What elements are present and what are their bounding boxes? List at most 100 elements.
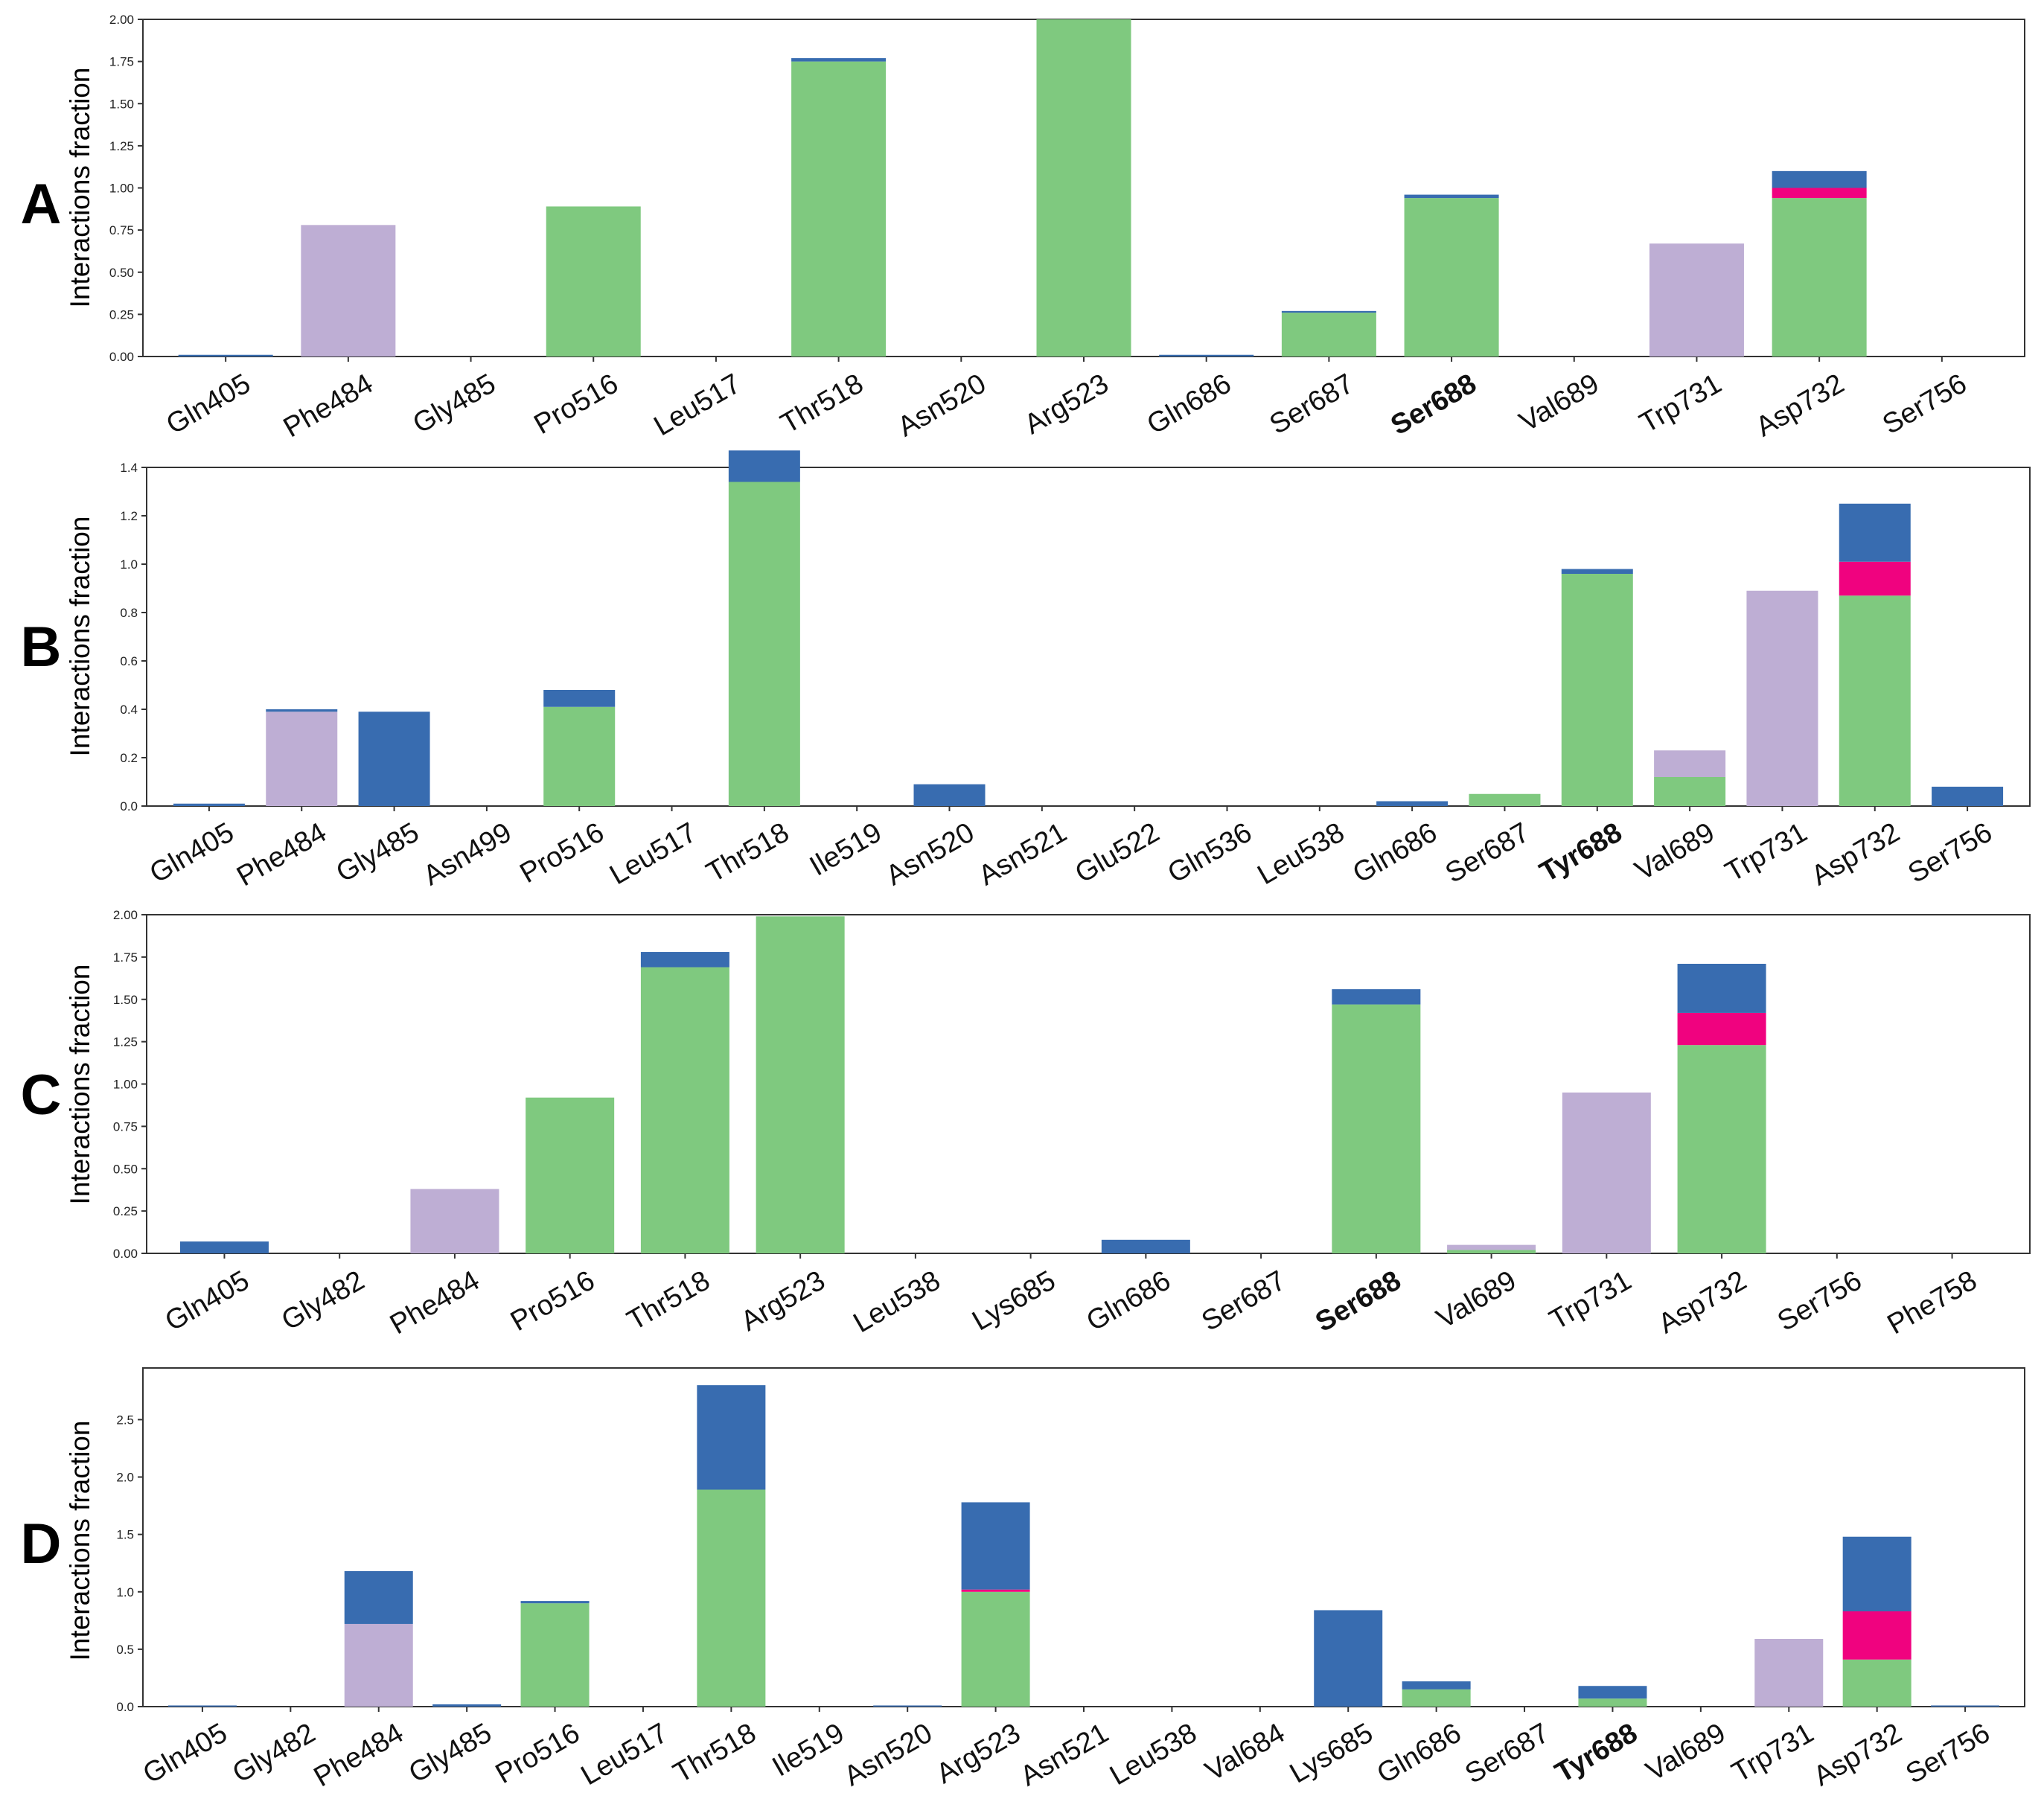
- bar-segment-water-bridges: [1839, 503, 1911, 562]
- bar-segment-ionic: [1842, 1611, 1912, 1660]
- y-tick-label: 0.50: [109, 266, 134, 280]
- bar-segment-water-bridges: [1578, 1686, 1647, 1699]
- panel-label: B: [21, 616, 62, 679]
- x-tick-label: Gly482: [276, 1265, 369, 1337]
- y-tick-label: 0.75: [113, 1119, 138, 1134]
- x-tick-label: Ser688: [1310, 1265, 1406, 1338]
- x-tick-label: Trp731: [1720, 816, 1813, 888]
- x-tick-label: Arg523: [931, 1717, 1026, 1790]
- x-tick-label: Gln405: [162, 368, 256, 441]
- bar-segment-ionic: [1839, 561, 1911, 596]
- bar-segment-water-bridges: [961, 1502, 1030, 1590]
- y-tick-label: 0.25: [113, 1204, 138, 1218]
- bar-segment-water-bridges: [728, 450, 800, 482]
- bar-segment-water-bridges: [543, 690, 616, 707]
- x-tick-label: Asp732: [1653, 1265, 1752, 1340]
- x-tick-label: Thr518: [776, 368, 869, 440]
- x-tick-label: Leu517: [649, 368, 747, 442]
- x-tick-label: Lys685: [967, 1265, 1061, 1337]
- bar-segment-h-bonds: [1447, 1250, 1536, 1253]
- x-tick-label: Glu522: [1070, 816, 1165, 889]
- x-tick-label: Val689: [1630, 816, 1720, 886]
- y-tick-label: 1.75: [113, 950, 138, 965]
- x-tick-label: Thr518: [701, 816, 794, 889]
- bar-segment-water-bridges: [1842, 1536, 1912, 1611]
- y-tick-label: 1.50: [113, 993, 138, 1007]
- x-tick-label: Gly485: [403, 1717, 496, 1789]
- plot-area: 0.00 0.25 0.50 0.75 1.00 1.25 1.50 1.75 2.00 Gln4…: [109, 13, 2025, 444]
- bar-segment-h-bonds: [546, 206, 641, 357]
- y-tick-label: 0.6: [120, 654, 138, 668]
- bar-segment-water-bridges: [266, 709, 338, 712]
- axes-frame: [142, 1367, 2025, 1707]
- y-tick-label: 0.00: [113, 1247, 138, 1261]
- bar-segment-h-bonds: [640, 967, 729, 1253]
- bar-segment-water-bridges: [520, 1601, 590, 1604]
- bar-segment-hydrophobic: [1754, 1639, 1824, 1707]
- y-tick-label: 1.25: [109, 139, 134, 153]
- bar-segment-water-bridges: [1402, 1681, 1471, 1689]
- y-tick-label: 1.25: [113, 1035, 138, 1049]
- bar-segment-h-bonds: [756, 916, 845, 1253]
- bar-segment-h-bonds: [1404, 198, 1499, 357]
- bar-segment-water-bridges: [173, 803, 245, 806]
- bar-segment-hydrophobic: [1447, 1244, 1536, 1250]
- x-tick-label: Ser687: [1196, 1265, 1291, 1337]
- plot-area: 0.00 0.25 0.50 0.75 1.00 1.25 1.50 1.75 2.00 Gln4…: [113, 908, 2031, 1340]
- x-tick-label: Gln405: [160, 1265, 255, 1337]
- bar-segment-water-bridges: [1561, 569, 1633, 574]
- x-tick-label: Pro516: [505, 1265, 600, 1337]
- y-axis-label: Interactions fraction: [65, 517, 95, 757]
- bar-segment-hydrophobic: [344, 1623, 413, 1707]
- y-tick-label: 0.50: [113, 1162, 138, 1176]
- y-tick-label: 2.00: [109, 13, 134, 27]
- x-tick-label: Ile519: [767, 1717, 850, 1783]
- bar-segment-water-bridges: [167, 1705, 237, 1707]
- x-tick-label: Val684: [1200, 1717, 1290, 1787]
- y-tick-label: 1.2: [120, 509, 138, 523]
- x-tick-label: Ile519: [805, 816, 887, 882]
- bar-segment-water-bridges: [178, 354, 273, 357]
- bar-segment-h-bonds: [520, 1603, 590, 1707]
- x-tick-label: Val689: [1514, 368, 1604, 438]
- bar-segment-h-bonds: [1036, 19, 1131, 357]
- bar-segment-water-bridges: [1281, 310, 1376, 313]
- x-tick-label: Leu517: [576, 1717, 674, 1791]
- x-tick-label: Arg523: [736, 1265, 831, 1337]
- x-tick-label: Asn499: [418, 816, 517, 892]
- x-tick-label: Ser756: [1772, 1265, 1867, 1337]
- x-tick-label: Pro516: [491, 1717, 585, 1790]
- x-tick-label: Asn520: [881, 816, 980, 892]
- x-tick-label: Val689: [1431, 1265, 1521, 1334]
- y-tick-label: 1.50: [109, 97, 134, 111]
- bar-segment-h-bonds: [1469, 793, 1541, 806]
- bar-segment-hydrophobic: [1649, 243, 1744, 357]
- x-tick-label: Pro516: [529, 368, 624, 441]
- bar-segment-hydrophobic: [266, 712, 338, 806]
- bar-segment-water-bridges: [1931, 1705, 2000, 1707]
- x-tick-label: Gln405: [144, 816, 239, 889]
- x-tick-label: Phe484: [309, 1717, 409, 1793]
- x-tick-label: Ser687: [1265, 368, 1359, 441]
- y-tick-label: 0.25: [109, 307, 134, 322]
- bar-segment-h-bonds: [543, 706, 616, 806]
- x-tick-label: Pro516: [515, 816, 610, 889]
- y-tick-label: 0.75: [109, 223, 134, 237]
- bar-segment-hydrophobic: [1562, 1092, 1651, 1253]
- bar-segment-hydrophobic: [1654, 750, 1726, 777]
- x-tick-label: Ser688: [1386, 368, 1482, 441]
- x-tick-label: Leu538: [1105, 1717, 1202, 1791]
- x-tick-label: Asp732: [1751, 368, 1850, 443]
- x-tick-label: Arg523: [1019, 368, 1114, 441]
- x-tick-label: Asn521: [974, 816, 1073, 892]
- bar-segment-h-bonds: [697, 1489, 766, 1707]
- y-tick-label: 0.00: [109, 350, 134, 364]
- y-tick-label: 1.5: [116, 1528, 134, 1542]
- x-tick-label: Phe758: [1882, 1265, 1982, 1340]
- x-tick-label: Gln686: [1348, 816, 1443, 889]
- x-tick-label: Ser756: [1903, 816, 1997, 889]
- x-tick-label: Ser756: [1877, 368, 1972, 441]
- bar-segment-water-bridges: [1932, 787, 2004, 806]
- panel-label: A: [21, 173, 62, 236]
